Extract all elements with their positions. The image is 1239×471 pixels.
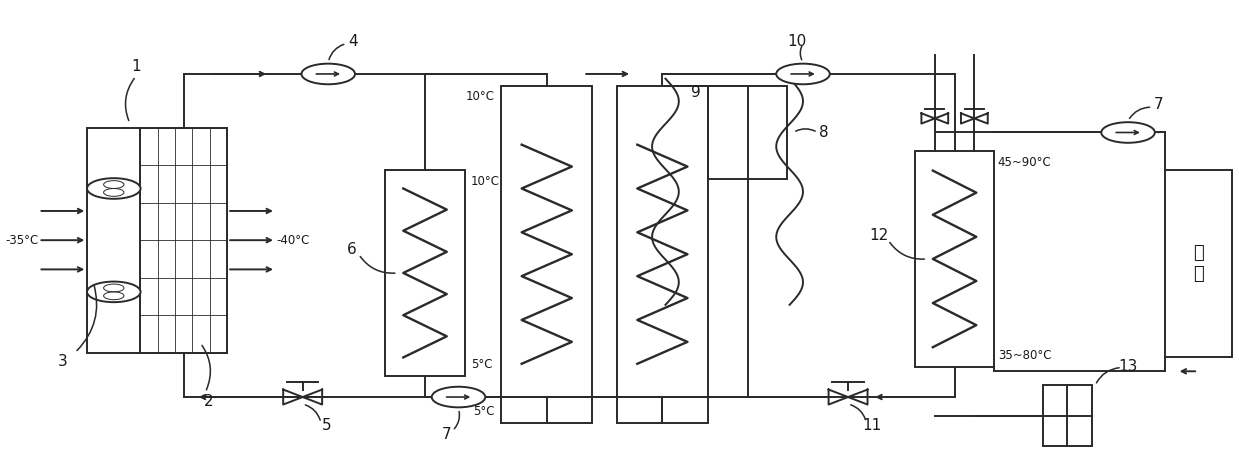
- Text: 用
户: 用 户: [1193, 244, 1203, 283]
- Text: 12: 12: [869, 228, 888, 243]
- Text: 8: 8: [819, 125, 829, 140]
- Text: -35°C: -35°C: [5, 234, 38, 247]
- Bar: [1043, 385, 1092, 446]
- Text: 7: 7: [441, 427, 451, 442]
- Bar: [87, 128, 227, 353]
- Text: 4: 4: [348, 34, 357, 49]
- Text: 6: 6: [347, 242, 357, 257]
- Circle shape: [431, 387, 486, 407]
- Text: 35~80°C: 35~80°C: [997, 349, 1051, 362]
- Text: 9: 9: [691, 85, 701, 100]
- Bar: [501, 86, 592, 423]
- Bar: [707, 86, 787, 179]
- Text: 10°C: 10°C: [471, 175, 499, 187]
- Circle shape: [87, 282, 140, 302]
- Circle shape: [776, 64, 830, 84]
- Text: 3: 3: [58, 354, 68, 369]
- Text: 10°C: 10°C: [466, 90, 496, 103]
- Circle shape: [301, 64, 356, 84]
- Bar: [617, 86, 707, 423]
- Circle shape: [87, 178, 140, 199]
- Text: 2: 2: [204, 394, 214, 409]
- Bar: [916, 151, 994, 366]
- Text: -40°C: -40°C: [276, 234, 310, 247]
- Circle shape: [1101, 122, 1155, 143]
- Bar: [1165, 170, 1232, 357]
- Text: 11: 11: [862, 418, 882, 433]
- Text: 5°C: 5°C: [471, 358, 492, 371]
- Bar: [385, 170, 465, 376]
- Text: 5: 5: [322, 418, 332, 433]
- Text: 1: 1: [131, 59, 141, 74]
- Text: 10: 10: [787, 34, 807, 49]
- Text: 13: 13: [1119, 359, 1137, 374]
- Text: 7: 7: [1154, 97, 1163, 112]
- Text: 5°C: 5°C: [473, 405, 496, 418]
- Text: 45~90°C: 45~90°C: [997, 156, 1052, 169]
